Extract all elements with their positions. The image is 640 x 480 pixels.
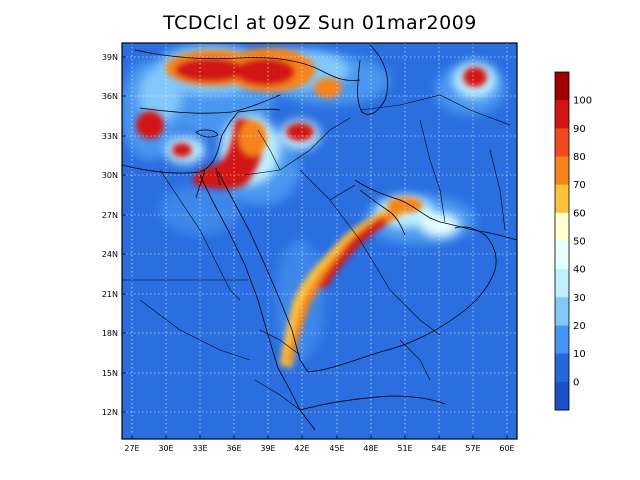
lon-label: 42E: [294, 444, 309, 453]
lon-label: 39E: [260, 444, 275, 453]
lon-label: 27E: [124, 444, 139, 453]
lon-label: 30E: [158, 444, 173, 453]
longitude-labels: 27E 30E 33E 36E 39E 42E 45E 48E 51E 54E …: [124, 444, 514, 453]
lon-label: 45E: [329, 444, 344, 453]
political-boundaries: [122, 94, 511, 411]
lat-label: 36N: [102, 92, 118, 101]
colorbar-swatch: [555, 128, 569, 157]
lat-label: 33N: [102, 132, 118, 141]
lat-label: 39N: [102, 53, 118, 62]
colorbar-swatch: [555, 156, 569, 186]
lat-label: 15N: [102, 369, 118, 378]
lon-label: 48E: [363, 444, 378, 453]
cloud-field: [122, 43, 517, 439]
colorbar-label: 100: [573, 96, 592, 107]
lon-label: 60E: [499, 444, 514, 453]
colorbar-label: 40: [573, 265, 586, 276]
colorbar-swatch: [555, 269, 569, 298]
colorbar-label: 70: [573, 180, 586, 191]
map-title: TCDClcl at 09Z Sun 01mar2009: [163, 12, 477, 34]
diagonal-cloud-band: [280, 197, 423, 368]
lon-label: 33E: [192, 444, 207, 453]
colorbar-swatch: [555, 100, 569, 129]
lat-label: 30N: [102, 171, 118, 180]
lat-label: 21N: [102, 290, 118, 299]
colorbar-label: 10: [573, 349, 586, 360]
colorbar-swatch: [555, 212, 569, 242]
colorbar-label: 20: [573, 321, 586, 332]
colorbar-swatch: [555, 325, 569, 355]
colorbar-label: 80: [573, 152, 586, 163]
coastlines: [122, 44, 517, 431]
colorbar-label: 50: [573, 237, 586, 248]
colorbar-swatch: [555, 184, 569, 214]
colorbar-swatch: [555, 72, 569, 101]
colorbar-frame: [554, 71, 570, 411]
colorbar-label: 60: [573, 208, 586, 219]
colorbar-label: 0: [573, 377, 579, 388]
lat-label: 27N: [102, 211, 118, 220]
lon-label: 51E: [397, 444, 412, 453]
graticule: [122, 43, 517, 439]
colorbar-label: 90: [573, 124, 586, 135]
lat-label: 18N: [102, 329, 118, 338]
axis-ticks: [122, 56, 508, 439]
latitude-labels: 39N 36N 33N 30N 27N 24N 21N 18N 15N 12N: [102, 53, 118, 417]
lat-label: 24N: [102, 250, 118, 259]
colorbar-swatch: [555, 241, 569, 270]
colorbar-swatch: [555, 381, 569, 411]
lon-label: 36E: [226, 444, 241, 453]
colorbar-swatch: [555, 353, 569, 383]
plot-frame: [121, 42, 518, 440]
lat-label: 12N: [102, 408, 118, 417]
high-cloud-areas: [136, 48, 487, 189]
lon-label: 57E: [465, 444, 480, 453]
lon-label: 54E: [431, 444, 446, 453]
colorbar-swatch: [555, 297, 569, 326]
colorbar-label: 30: [573, 293, 586, 304]
